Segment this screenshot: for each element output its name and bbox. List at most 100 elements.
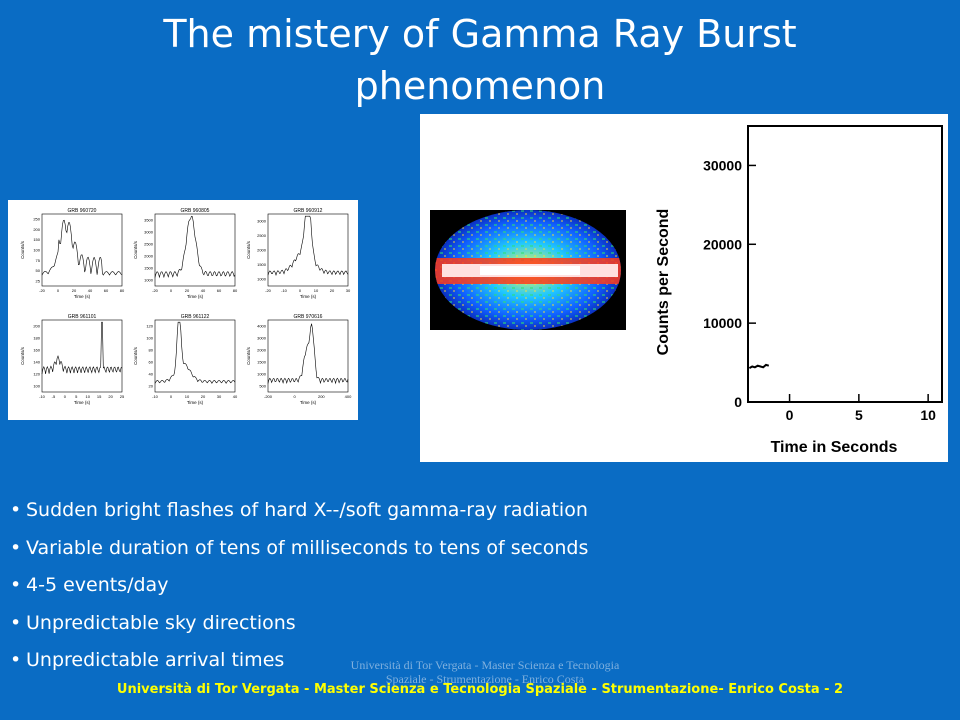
bullet-item: • Unpredictable arrival times — [10, 642, 910, 680]
subplot-xtick: 20 — [185, 288, 190, 293]
subplot-xtick: 40 — [88, 288, 93, 293]
subplot-ytick: 2000 — [257, 348, 267, 353]
subplot-ytick: 3000 — [257, 219, 267, 224]
bullet-item: • Variable duration of tens of millisecon… — [10, 530, 910, 568]
light-curve-ytick: 30000 — [703, 157, 742, 173]
subplot-xlabel: Time (s) — [74, 400, 91, 405]
subplot-ytick: 3500 — [144, 218, 154, 223]
subplot-ytick: 2000 — [257, 248, 267, 253]
subplot-ytick: 160 — [33, 348, 40, 353]
subplot-xtick: -20 — [152, 288, 159, 293]
subplot-ytick: 1000 — [257, 276, 267, 281]
light-curve-ylabel: Counts per Second — [655, 209, 672, 356]
subplot-xtick: -20 — [39, 288, 46, 293]
grb-figure-panel: Counts per Second Time in Seconds 0 10000… — [420, 114, 948, 462]
lightcurve-subplot: GRB 960805 1000 1500 2000 2500 3000 3500 -20 0 20… — [133, 208, 238, 299]
subplot-xtick: 20 — [72, 288, 77, 293]
subplot-title: GRB 970616 — [294, 314, 323, 320]
grb-figure: Counts per Second Time in Seconds 0 10000… — [430, 125, 943, 456]
subplot-xtick: 400 — [345, 394, 352, 399]
subplot-frame — [41, 319, 123, 393]
subplot-xtick: 60 — [217, 288, 222, 293]
subplot-ytick: 150 — [33, 237, 40, 242]
subplot-xtick: -10 — [281, 288, 288, 293]
subplot-ytick: 120 — [33, 372, 40, 377]
subplot-xtick: 0 — [64, 394, 67, 399]
subplot-title: GRB 960912 — [294, 208, 323, 214]
bullet-dot: • — [10, 499, 22, 521]
light-curve-xlabel: Time in Seconds — [771, 439, 898, 456]
subplot-ytick: 200 — [33, 227, 40, 232]
bullet-item: • 4-5 events/day — [10, 567, 910, 605]
subplot-ytick: 4000 — [257, 324, 267, 329]
subplot-xtick: 200 — [318, 394, 325, 399]
bullet-text: Unpredictable arrival times — [26, 649, 285, 671]
footer-watermark: Università di Tor Vergata - Master Scien… — [350, 658, 620, 686]
light-curve-xtick: 0 — [786, 407, 794, 423]
subplot-xlabel: Time (s) — [187, 294, 204, 299]
subplot-xlabel: Time (s) — [300, 294, 317, 299]
subplot-frame — [267, 213, 349, 287]
subplot-ytick: 80 — [149, 348, 154, 353]
subplot-ylabel: Counts/s — [20, 240, 25, 259]
subplot-ytick: 500 — [259, 384, 266, 389]
subplot-xtick: 5 — [75, 394, 78, 399]
subplot-ylabel: Counts/s — [133, 240, 138, 259]
subplot-frame — [154, 213, 236, 287]
subplot-trace — [267, 323, 349, 385]
subplot-xtick: 20 — [108, 394, 113, 399]
subplot-xtick: 30 — [217, 394, 222, 399]
bullet-dot: • — [10, 574, 22, 596]
subplot-xtick: -20 — [265, 288, 272, 293]
subplot-frame — [154, 319, 236, 393]
subplot-xlabel: Time (s) — [187, 400, 204, 405]
footer-text: Università di Tor Vergata - Master Scien… — [116, 682, 844, 697]
subplot-ytick: 25 — [36, 278, 41, 283]
subplot-xtick: 20 — [201, 394, 206, 399]
subplot-xtick: 80 — [120, 288, 125, 293]
bullet-dot: • — [10, 611, 22, 634]
subplot-xtick: 30 — [346, 288, 351, 293]
subplot-ytick: 140 — [33, 360, 40, 365]
bullet-list: • Sudden bright flashes of hard X--/soft … — [10, 492, 910, 680]
subplot-title: GRB 960720 — [68, 208, 97, 214]
light-curve-ytick: 20000 — [703, 236, 742, 252]
slide-title: The mistery of Gamma Ray Burst phenomeno… — [163, 12, 797, 108]
subplot-trace — [41, 219, 123, 276]
subplot-ytick: 1000 — [144, 278, 154, 283]
subplot-ytick: 75 — [36, 258, 41, 263]
subplot-ytick: 100 — [33, 384, 40, 389]
subplot-trace — [41, 321, 123, 375]
bullet-item: • Unpredictable sky directions — [10, 605, 910, 643]
lightcurve-subplot: GRB 961101 100 120 140 160 180 200 -10 -5 0 5 10 15 2… — [20, 314, 125, 405]
subplot-title: GRB 960805 — [181, 208, 210, 214]
subplot-ytick: 250 — [33, 217, 40, 222]
subplot-xtick: 80 — [233, 288, 238, 293]
subplot-ytick: 100 — [33, 248, 40, 253]
subplot-xtick: 20 — [330, 288, 335, 293]
subplot-ytick: 2500 — [144, 242, 154, 247]
light-curve-ytick: 10000 — [703, 315, 742, 331]
subplot-ylabel: Counts/s — [133, 346, 138, 365]
subplot-frame — [41, 213, 123, 287]
bullet-text: 4-5 events/day — [26, 574, 169, 596]
subplot-ytick: 40 — [149, 372, 154, 377]
subplot-title: GRB 961101 — [68, 314, 97, 320]
subplot-xtick: 0 — [294, 394, 297, 399]
subplot-xtick: 10 — [314, 288, 319, 293]
subplot-ytick: 50 — [36, 268, 41, 273]
subplot-ytick: 2500 — [257, 233, 267, 238]
subplot-xtick: -200 — [264, 394, 273, 399]
subplot-xtick: 0 — [170, 394, 173, 399]
subplot-xtick: -5 — [52, 394, 56, 399]
bullet-dot: • — [10, 536, 22, 559]
subplot-xtick: 15 — [97, 394, 102, 399]
light-curve-ytick: 0 — [734, 394, 742, 410]
subplot-trace — [154, 215, 236, 279]
subplot-ytick: 200 — [33, 324, 40, 329]
subplot-ytick: 3000 — [257, 336, 267, 341]
subplot-ytick: 1000 — [257, 372, 267, 377]
bullet-dot: • — [10, 649, 22, 671]
subplot-ytick: 180 — [33, 336, 40, 341]
